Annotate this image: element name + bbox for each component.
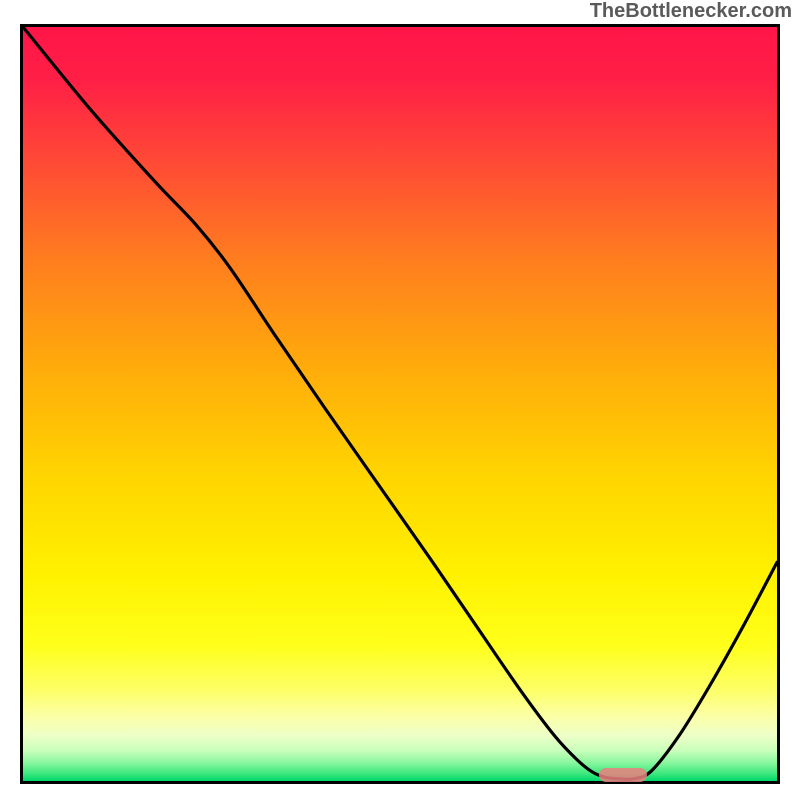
gradient-rect — [23, 27, 777, 781]
optimal-marker — [599, 768, 647, 782]
watermark-text: TheBottlenecker.com — [590, 0, 792, 23]
plot-background — [23, 27, 777, 781]
plot-area — [20, 24, 780, 784]
